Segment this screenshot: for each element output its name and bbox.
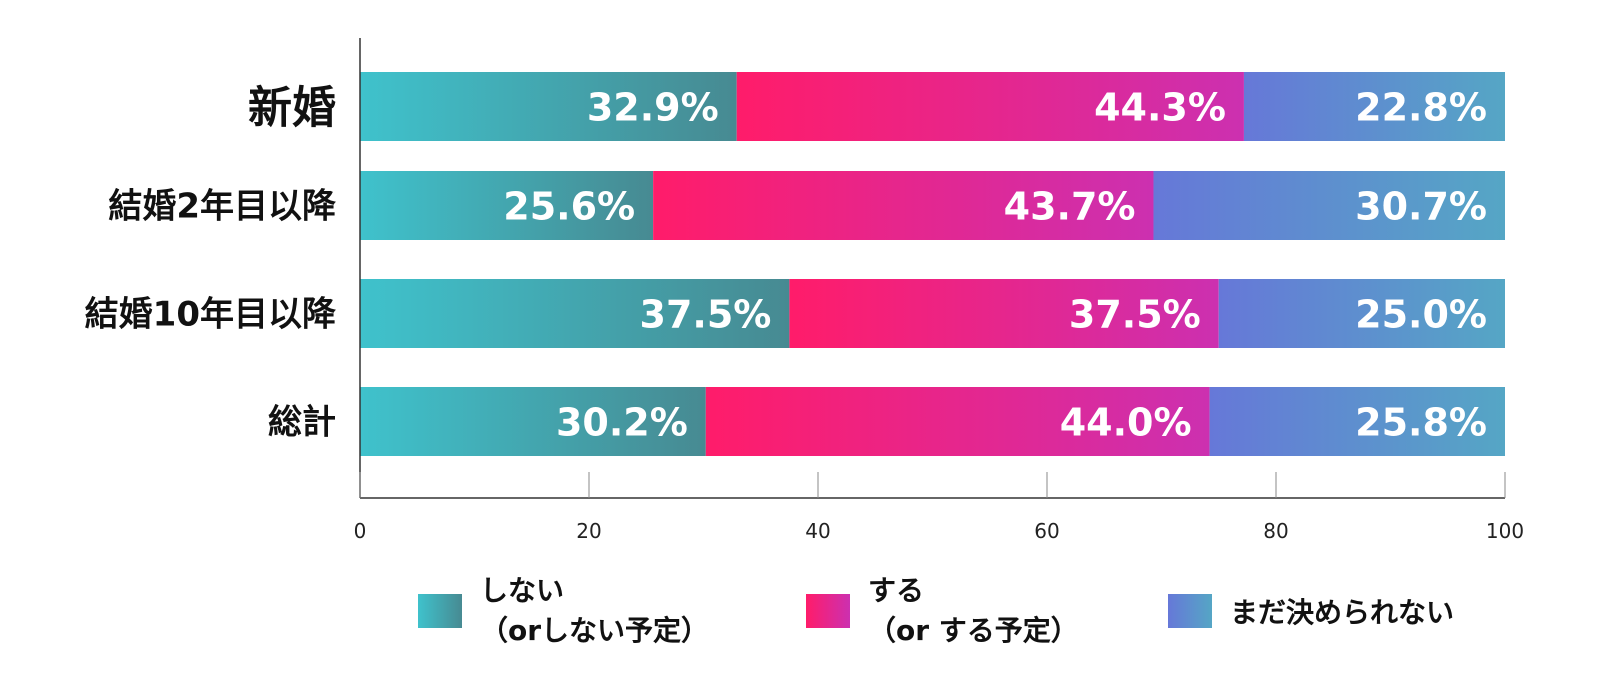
- x-tick-label: 100: [1486, 519, 1524, 543]
- category-label: 新婚: [248, 82, 336, 133]
- category-label: 結婚10年目以降: [85, 295, 337, 335]
- data-label: 43.7%: [1004, 185, 1136, 229]
- bar-segment: [736, 72, 1244, 141]
- data-label: 30.2%: [556, 401, 688, 445]
- bar-segment: [789, 279, 1219, 348]
- bar-segment: [360, 387, 706, 456]
- bar-segment: [1209, 387, 1505, 456]
- bar-segment: [653, 171, 1154, 240]
- bar-segment: [1243, 72, 1505, 141]
- legend-label: しない: [480, 574, 564, 607]
- data-label: 32.9%: [587, 86, 719, 130]
- category-label: 総計: [268, 403, 336, 443]
- bar-segment: [705, 387, 1210, 456]
- legend-label: する: [868, 574, 924, 607]
- legend-swatch: [1168, 594, 1212, 628]
- data-label: 25.0%: [1355, 293, 1487, 337]
- data-label: 37.5%: [1069, 293, 1201, 337]
- category-label: 結婚2年目以降: [108, 187, 337, 227]
- x-tick-label: 40: [805, 519, 830, 543]
- bar-segment: [360, 279, 790, 348]
- data-label: 25.8%: [1355, 401, 1487, 445]
- legend-swatch: [418, 594, 462, 628]
- bar-segment: [1153, 171, 1505, 240]
- x-tick-label: 20: [576, 519, 601, 543]
- legend-label: まだ決められない: [1230, 596, 1454, 629]
- bar-segment: [1218, 279, 1505, 348]
- x-tick-label: 60: [1034, 519, 1059, 543]
- bar-segment: [360, 171, 654, 240]
- data-label: 44.0%: [1060, 401, 1192, 445]
- legend-swatch: [806, 594, 850, 628]
- data-label: 25.6%: [503, 185, 635, 229]
- data-label: 22.8%: [1355, 86, 1487, 130]
- legend-label: （or する予定）: [868, 614, 1079, 647]
- data-label: 37.5%: [640, 293, 772, 337]
- data-label: 30.7%: [1355, 185, 1487, 229]
- bar-segment: [360, 72, 737, 141]
- data-label: 44.3%: [1094, 86, 1226, 130]
- x-tick-label: 0: [354, 519, 367, 543]
- legend-label: （orしない予定）: [480, 614, 709, 647]
- x-tick-label: 80: [1263, 519, 1288, 543]
